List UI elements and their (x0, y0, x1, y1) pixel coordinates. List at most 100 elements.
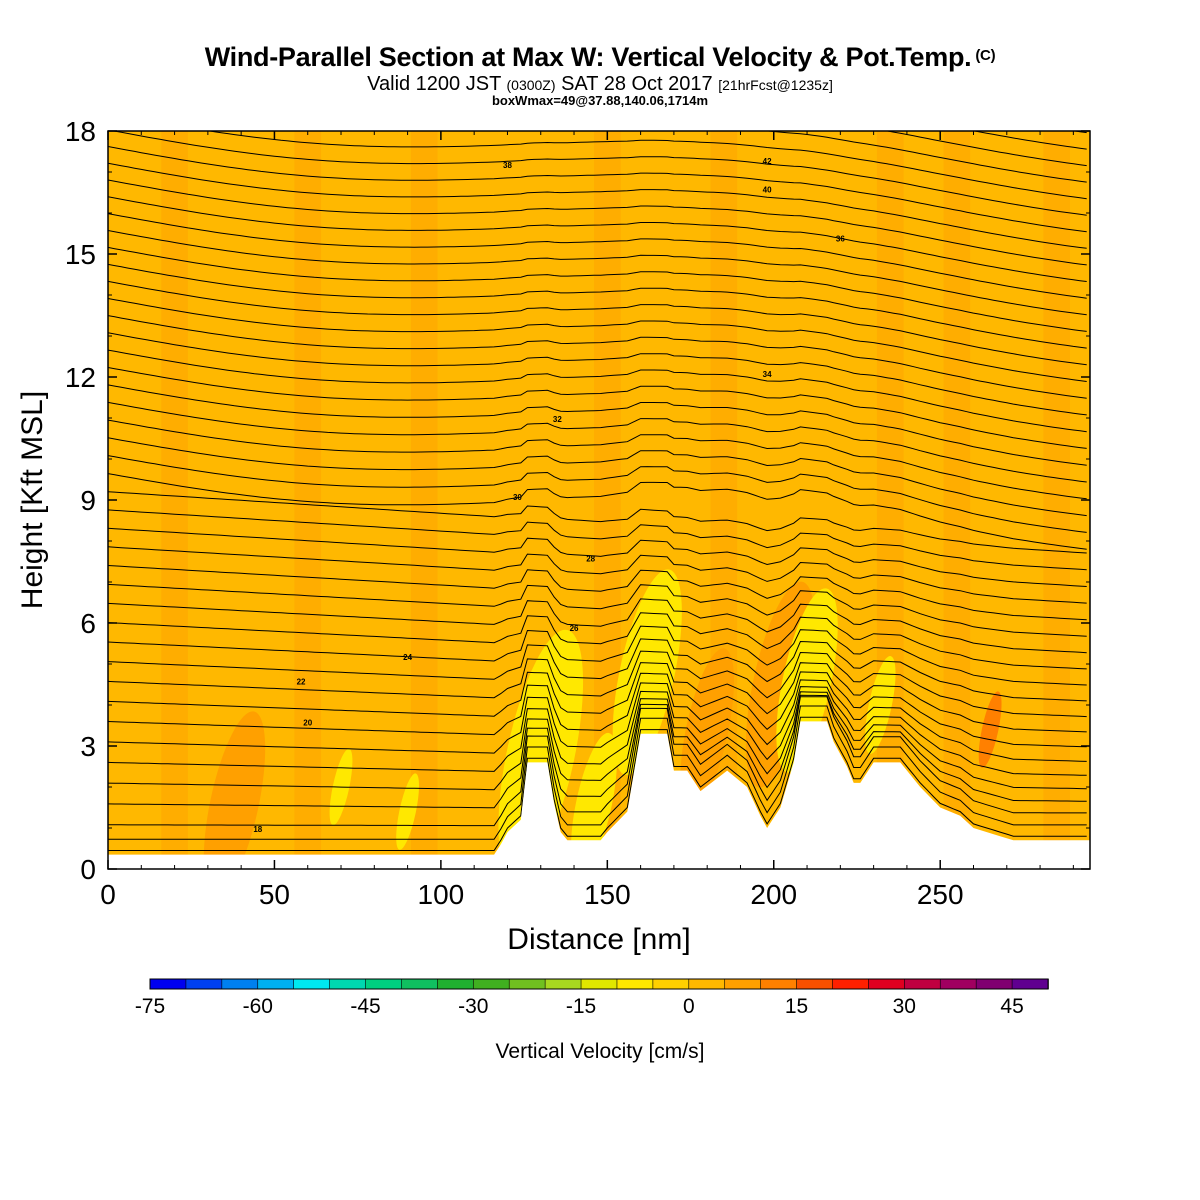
theta-line (108, 455, 1087, 533)
colorbar-swatch (329, 978, 367, 990)
subtitle-forecast: [21hrFcst@1235z] (718, 77, 833, 93)
colorbar-label: Vertical Velocity [cm/s] (496, 1040, 705, 1063)
velocity-cell (203, 711, 266, 869)
terrain (108, 721, 1090, 869)
theta-line (884, 131, 1087, 167)
colorbar-tick-label: 0 (683, 995, 695, 1018)
theta-line (108, 705, 1087, 840)
x-tick-label: 100 (418, 879, 465, 910)
x-tick-label: 150 (584, 879, 631, 910)
colorbar-swatch (544, 978, 582, 990)
theta-line (108, 437, 1087, 517)
theta-line (108, 419, 1087, 500)
colorbar-swatch (221, 978, 259, 990)
x-axis-label: Distance [nm] (507, 923, 690, 956)
colorbar-tick-label: 45 (1000, 995, 1023, 1018)
theta-line (108, 509, 1087, 571)
theta-label: 40 (763, 186, 772, 195)
colorbar-tick-label: -45 (350, 995, 380, 1018)
velocity-cell (612, 569, 682, 776)
colorbar-swatch (652, 978, 690, 990)
theta-label: 42 (763, 157, 772, 166)
colorbar-tick-label: -75 (135, 995, 165, 1018)
colorbar-tick-label: 30 (893, 995, 916, 1018)
theta-line (108, 473, 1087, 550)
colorbar-swatch (401, 978, 439, 990)
theta-line (108, 583, 1087, 637)
chart-title-mark: (C) (975, 47, 996, 64)
x-tick-label: 50 (259, 879, 290, 910)
theta-line (108, 246, 1087, 332)
field-band (161, 131, 188, 869)
colorbar-swatch (760, 978, 798, 990)
theta-line (108, 146, 1087, 233)
colorbar-tick-label: -15 (566, 995, 596, 1018)
velocity-cell (571, 732, 617, 869)
theta-line (111, 131, 1087, 216)
theta-line (108, 679, 1087, 762)
theta-line (108, 650, 1087, 718)
theta-label: 38 (503, 161, 512, 170)
theta-line (108, 671, 1087, 748)
colorbar-swatch (293, 978, 331, 990)
theta-line (108, 315, 1087, 399)
y-tick-label: 0 (80, 854, 96, 885)
velocity-field (108, 131, 1090, 869)
theta-line (108, 686, 1087, 776)
theta-line (108, 598, 1087, 654)
colorbar-swatch (580, 978, 618, 990)
x-axis: 0 50 100 150 200 250 (100, 131, 1074, 910)
theta-line (108, 332, 1087, 416)
colorbar-swatch (975, 978, 1013, 990)
subtitle-date: SAT 28 Oct 2017 (561, 73, 713, 95)
theta-line (1071, 131, 1087, 134)
theta-line (108, 612, 1087, 670)
y-axis-label: Height [Kft MSL] (16, 391, 49, 609)
theta-label: 18 (253, 825, 262, 834)
theta-label: 32 (553, 415, 562, 424)
chart-subtitle: Valid 1200 JST (0300Z) SAT 28 Oct 2017 [… (0, 73, 1200, 96)
theta-line (108, 179, 1087, 266)
colorbar-frame (149, 978, 1049, 990)
theta-line (108, 565, 1087, 621)
theta-label: 30 (513, 493, 522, 502)
theta-line (108, 491, 1087, 554)
theta-line (108, 662, 1087, 733)
colorbar-swatch (185, 978, 223, 990)
colorbar-swatch (796, 978, 834, 990)
colorbar-swatch (257, 978, 295, 990)
field-band (410, 131, 438, 869)
theta-line (108, 691, 1087, 791)
y-tick-label: 18 (65, 116, 96, 147)
velocity-cell (680, 648, 735, 811)
colorbar-swatch (437, 978, 475, 990)
theta-line (108, 162, 1087, 249)
field-band (1043, 131, 1071, 869)
theta-label: 28 (586, 555, 595, 564)
theta-line (207, 131, 1087, 200)
colorbar-tick-label: -30 (458, 995, 488, 1018)
theta-label: 34 (763, 370, 772, 379)
theta-label: 20 (303, 719, 312, 728)
colorbar-swatch (472, 978, 510, 990)
colorbar: -75 -60 -45 -30 -15 0 15 30 45 Vertical Velocity … (135, 978, 1049, 1063)
colorbar-swatch (868, 978, 906, 990)
theta-line (108, 213, 1087, 299)
theta-line (108, 230, 1087, 316)
theta-line (108, 298, 1087, 382)
colorbar-swatch (724, 978, 762, 990)
theta-line (108, 349, 1087, 433)
theta-label: 22 (297, 678, 306, 687)
x-tick-label: 0 (100, 879, 116, 910)
field-band (876, 131, 904, 869)
theta-line (108, 638, 1087, 702)
theta-line (108, 280, 1087, 366)
theta-line (108, 263, 1087, 349)
theta-line (108, 196, 1087, 282)
colorbar-swatch (939, 978, 977, 990)
theta-line (108, 546, 1087, 604)
theta-line (763, 131, 1087, 183)
y-tick-label: 15 (65, 239, 96, 270)
theta-line (108, 625, 1087, 686)
